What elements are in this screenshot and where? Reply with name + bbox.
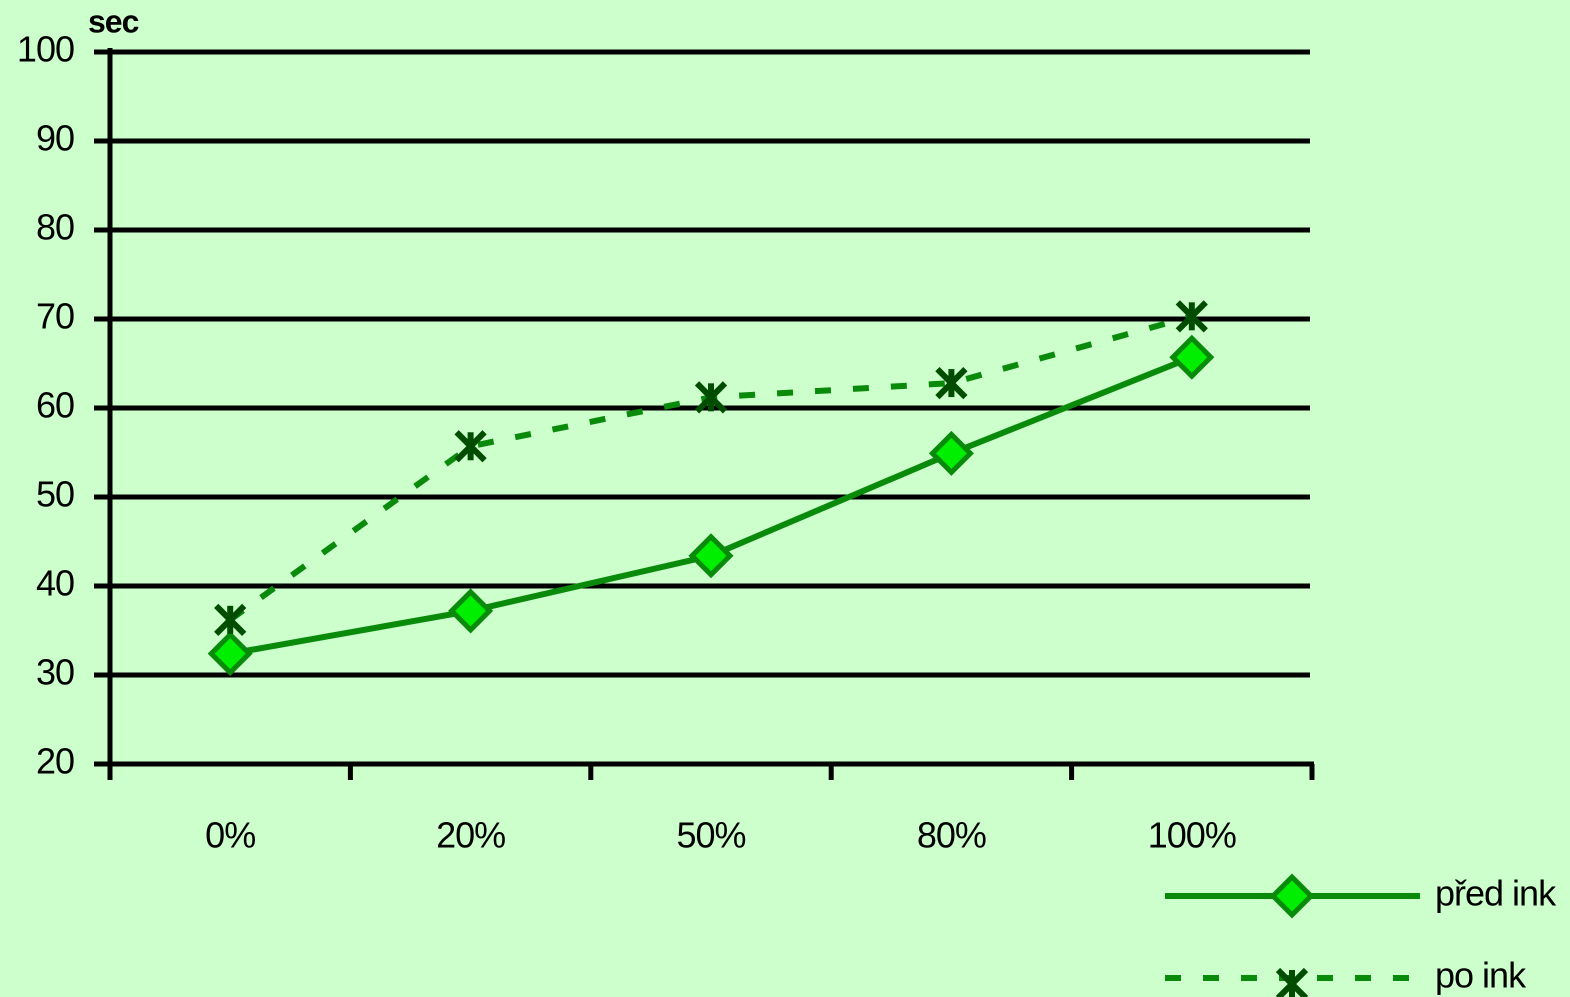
x-tick-label: 50% [676, 815, 745, 856]
legend-marker [1275, 967, 1309, 997]
legend-label: po ink [1435, 955, 1527, 996]
y-tick-label: 40 [36, 563, 74, 604]
legend-label: před ink [1435, 873, 1557, 914]
y-axis-label: sec [88, 3, 139, 39]
marker [935, 366, 968, 400]
marker [448, 588, 494, 634]
x-tick-label: 80% [917, 815, 986, 856]
y-tick-label: 100 [17, 29, 74, 70]
marker [207, 631, 253, 677]
marker [454, 430, 487, 463]
x-tick-label: 20% [436, 815, 505, 856]
y-tick-label: 20 [36, 741, 74, 782]
marker [214, 603, 247, 636]
y-tick-label: 60 [36, 385, 74, 426]
y-tick-label: 50 [36, 474, 74, 515]
y-tick-label: 30 [36, 652, 74, 693]
y-tick-label: 70 [36, 296, 74, 337]
y-tick-label: 80 [36, 207, 74, 248]
x-tick-label: 0% [205, 815, 255, 856]
marker [688, 533, 734, 579]
marker [694, 381, 728, 414]
y-tick-label: 90 [36, 118, 74, 159]
marker [928, 430, 974, 476]
marker [1175, 300, 1208, 333]
x-tick-label: 100% [1148, 815, 1236, 856]
marker [1169, 334, 1215, 380]
legend-marker [1269, 873, 1315, 919]
